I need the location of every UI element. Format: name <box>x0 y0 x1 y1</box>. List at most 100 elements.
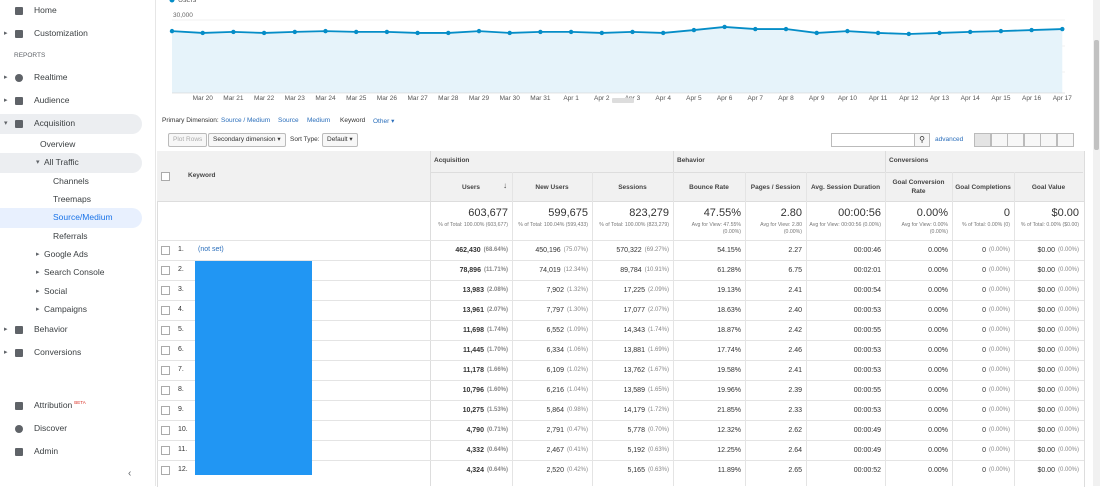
view-toggle[interactable] <box>990 133 1008 147</box>
nav-item[interactable]: Behavior <box>34 324 68 334</box>
nav-item[interactable]: Referrals <box>53 231 88 241</box>
nav-item[interactable]: Search Console <box>44 267 105 277</box>
nav-icon <box>15 74 23 82</box>
row-checkbox[interactable] <box>161 366 170 375</box>
cell-percent: (0.00%) <box>988 347 1010 353</box>
x-tick-label: Apr 8 <box>778 95 794 102</box>
cell-value: 12.25% <box>717 446 741 454</box>
nav-item[interactable]: Social <box>44 286 68 296</box>
nav-item[interactable]: Audience <box>34 95 70 105</box>
column-header[interactable]: Goal Conversion Rate <box>892 179 945 195</box>
nav-item[interactable]: Campaigns <box>44 304 87 314</box>
cell: 462,430 (68.64%) <box>430 245 508 255</box>
x-tick-label: Apr 1 <box>563 95 579 102</box>
row-rule <box>157 260 1084 261</box>
search-input[interactable] <box>831 133 915 147</box>
cell: 2.42 <box>745 325 802 335</box>
cell-percent: (0.00%) <box>988 287 1010 293</box>
cell-value: 2,467 <box>546 446 564 454</box>
column-header[interactable]: Goal Value <box>1031 183 1066 191</box>
point <box>384 29 390 35</box>
row-checkbox[interactable] <box>161 306 170 315</box>
nav-item[interactable]: Google Ads <box>44 249 88 259</box>
view-toggle[interactable] <box>974 133 991 147</box>
nav-icon <box>15 30 23 38</box>
row-rule <box>157 380 1084 381</box>
row-checkbox[interactable] <box>161 286 170 295</box>
cell: 0 (0.00%) <box>952 405 1010 415</box>
row-index: 5. <box>178 326 184 333</box>
nav-item[interactable]: Customization <box>34 28 88 38</box>
cell-percent: (0.00%) <box>1057 387 1079 393</box>
nav-item[interactable]: Discover <box>34 423 68 433</box>
x-tick-label: Mar 31 <box>530 95 551 102</box>
cell-value: 0 <box>982 346 986 354</box>
nav-item[interactable]: Attribution BETA <box>34 400 86 410</box>
total-sub: % of Total: 0.00% ($0.00) <box>1020 222 1079 228</box>
row-checkbox[interactable] <box>161 386 170 395</box>
dimension-option[interactable]: Source <box>278 117 299 124</box>
point <box>1029 27 1034 33</box>
cell: 19.58% <box>673 365 741 375</box>
advanced-link[interactable]: advanced <box>935 136 964 143</box>
column-header[interactable]: Sessions <box>618 183 647 191</box>
point <box>415 30 420 36</box>
row-checkbox[interactable] <box>161 266 170 275</box>
column-divider <box>592 172 593 486</box>
secondary-dimension-select[interactable]: Secondary dimension ▾ <box>208 133 286 147</box>
cell-value: 10,275 <box>462 406 484 414</box>
search-button[interactable]: ⚲ <box>914 133 930 147</box>
nav-item[interactable]: Channels <box>53 176 89 186</box>
x-tick-label: Mar 28 <box>438 95 459 102</box>
nav-item[interactable]: Home <box>34 5 57 15</box>
row-checkbox[interactable] <box>161 246 170 255</box>
total-value: 603,677 <box>468 207 508 219</box>
dimension-option[interactable]: Medium <box>307 117 331 124</box>
point <box>538 29 543 35</box>
point <box>845 28 850 34</box>
row-checkbox[interactable] <box>161 346 170 355</box>
expand-arrow: ▾ <box>4 120 8 127</box>
column-header[interactable]: Avg. Session Duration <box>810 183 881 191</box>
column-header[interactable]: New Users <box>535 183 569 191</box>
row-checkbox[interactable] <box>161 326 170 335</box>
nav-item[interactable]: Acquisition <box>34 118 76 128</box>
cell: 2.33 <box>745 405 802 415</box>
column-header[interactable]: Pages / Session <box>750 183 801 191</box>
row-index: 10. <box>178 426 188 433</box>
nav-item[interactable]: Realtime <box>34 72 68 82</box>
cell-value: 18.63% <box>717 306 741 314</box>
view-toggle[interactable] <box>1023 133 1041 147</box>
cell: 0.00% <box>885 245 948 255</box>
dimension-option[interactable]: Source / Medium <box>221 117 271 124</box>
cell: 00:00:52 <box>806 465 881 475</box>
row-checkbox[interactable] <box>161 406 170 415</box>
row-checkbox[interactable] <box>161 446 170 455</box>
dimension-option[interactable]: Other ▾ <box>373 118 395 125</box>
cell: 0 (0.00%) <box>952 345 1010 355</box>
row-checkbox[interactable] <box>161 466 170 475</box>
cell: 0.00% <box>885 385 948 395</box>
view-toggle[interactable] <box>1007 133 1024 147</box>
row-checkbox[interactable] <box>161 426 170 435</box>
nav-item[interactable]: Treemaps <box>53 194 91 204</box>
nav-item[interactable]: Admin <box>34 446 59 456</box>
nav-item[interactable]: Overview <box>40 139 76 149</box>
view-toggle[interactable] <box>1040 133 1057 147</box>
nav-item[interactable]: All Traffic <box>44 157 79 167</box>
column-header[interactable]: Users <box>461 183 481 191</box>
column-header[interactable]: Goal Completions <box>955 183 1011 191</box>
column-header[interactable]: Bounce Rate <box>689 183 729 191</box>
nav-item[interactable]: Source/Medium <box>53 212 113 222</box>
cell: 00:00:55 <box>806 385 881 395</box>
total-sub: Avg for View: 47.55% (0.00%) <box>691 222 741 235</box>
plot-rows-button[interactable]: Plot Rows <box>168 133 208 147</box>
cell-value: 2.33 <box>788 406 802 414</box>
point <box>998 28 1004 34</box>
cell: 00:00:46 <box>806 245 881 255</box>
view-toggle[interactable] <box>1056 133 1074 147</box>
sort-select[interactable]: Default ▾ <box>322 133 358 147</box>
row-keyword[interactable]: (not set) <box>198 246 224 253</box>
nav-item[interactable]: Conversions <box>34 347 82 357</box>
header-background <box>157 151 1084 201</box>
